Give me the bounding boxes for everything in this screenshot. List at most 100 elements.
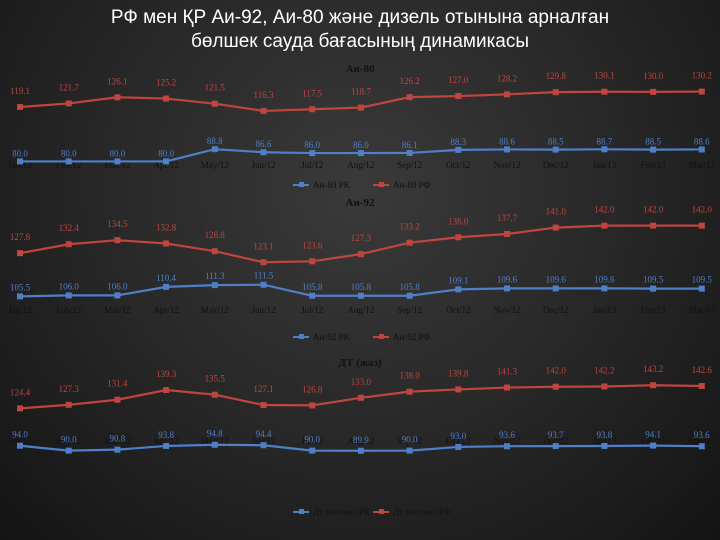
data-label: 86.0 [353, 140, 369, 150]
data-point [114, 292, 121, 299]
data-label: 133.0 [351, 377, 372, 387]
data-label: 94.8 [207, 429, 223, 439]
legend-marker [379, 334, 384, 339]
data-point [357, 251, 364, 258]
data-point [698, 443, 705, 450]
data-point [552, 146, 559, 153]
x-tick-label: Apr/12 [153, 436, 179, 446]
x-tick-label: Apr/12 [153, 305, 179, 315]
x-tick-label: Jul/12 [301, 305, 323, 315]
data-label: 142.0 [643, 205, 664, 215]
data-point [504, 146, 510, 153]
data-point [601, 146, 608, 153]
data-point [357, 104, 364, 111]
data-point [406, 149, 413, 156]
data-label: 88.6 [694, 136, 710, 146]
chart-panel-1: Аи-80 Jan/12 Feb/12 Mar/12 Apr/12 May/12 Jun/1… [8, 63, 715, 190]
x-tick-label: May/12 [201, 436, 229, 446]
data-label: 142.0 [546, 366, 567, 376]
data-label: 111.5 [254, 271, 274, 281]
data-label: 88.5 [548, 137, 564, 147]
data-label: 125.2 [156, 78, 176, 88]
x-tick-label: Nov/12 [494, 436, 521, 446]
data-point [504, 230, 510, 237]
data-label: 130.0 [643, 71, 664, 81]
data-point [601, 285, 608, 292]
data-point [260, 149, 267, 156]
x-tick-label: Sep/12 [397, 436, 422, 446]
data-label: 88.3 [450, 137, 466, 147]
x-tick-label: Dec/12 [543, 160, 569, 170]
data-point [455, 93, 462, 100]
data-label: 80.0 [110, 148, 126, 158]
x-tick-label: Feb/13 [641, 436, 667, 446]
data-point [698, 88, 705, 95]
data-point [260, 259, 267, 266]
data-label: 86.1 [402, 140, 418, 150]
x-tick-label: Mar/12 [104, 160, 131, 170]
x-tick-label: Mar/13 [689, 436, 716, 446]
x-tick-label: Feb/13 [641, 160, 667, 170]
x-tick-label: Jun/12 [251, 436, 275, 446]
data-label: 141.3 [497, 367, 518, 377]
data-point [650, 88, 657, 95]
data-point [406, 447, 413, 454]
data-point [211, 441, 218, 448]
data-point [650, 382, 657, 389]
x-tick-label: Oct/12 [446, 305, 471, 315]
data-label: 141.0 [546, 207, 567, 217]
data-point [504, 443, 510, 450]
data-point [65, 447, 72, 454]
data-label: 93.8 [597, 430, 613, 440]
data-point [114, 94, 121, 101]
data-label: 106.0 [59, 281, 80, 291]
data-label: 80.0 [158, 148, 174, 158]
data-point [260, 107, 267, 114]
chart-panel-2: Аи-92 Jan/12 Feb/12 Mar/12 Apr/12 May/12 Jun/1… [8, 197, 715, 342]
data-point [114, 396, 121, 403]
data-label: 105.5 [10, 282, 31, 292]
legend-label: Аи-92 РФ [393, 332, 431, 342]
data-label: 142.0 [594, 205, 615, 215]
data-point [650, 146, 657, 153]
data-label: 109.6 [594, 274, 615, 284]
data-point [211, 282, 218, 289]
data-label: 134.5 [107, 219, 128, 229]
data-label: 118.7 [351, 87, 371, 97]
data-point [309, 150, 316, 157]
legend-label: Аи-80 РФ [393, 180, 431, 190]
x-tick-label: Jun/12 [251, 305, 275, 315]
data-point [552, 285, 559, 292]
data-point [65, 158, 72, 165]
data-point [552, 224, 559, 231]
data-point [406, 94, 413, 101]
legend-marker [299, 334, 304, 339]
data-label: 126.2 [399, 76, 419, 86]
data-point [17, 405, 23, 412]
legend-label: Аи-92 РК [313, 332, 351, 342]
x-tick-label: Nov/12 [494, 305, 521, 315]
data-label: 109.1 [448, 275, 468, 285]
x-tick-label: Apr/12 [153, 160, 179, 170]
data-point [260, 281, 267, 288]
data-point [163, 95, 170, 102]
data-point [211, 146, 218, 153]
data-label: 142.6 [692, 365, 713, 375]
page-title: РФ мен ҚР Аи-92, Аи-80 және дизель отыны… [60, 6, 660, 54]
x-tick-label: Dec/12 [543, 436, 569, 446]
data-label: 127.3 [59, 384, 80, 394]
data-label: 88.5 [645, 137, 661, 147]
data-label: 136.0 [448, 216, 469, 226]
data-point [211, 100, 218, 107]
data-label: 89.9 [353, 435, 369, 445]
data-label: 94.1 [645, 430, 661, 440]
data-label: 121.5 [205, 83, 226, 93]
data-point [65, 100, 72, 107]
data-label: 93.8 [158, 430, 174, 440]
data-label: 86.6 [256, 139, 272, 149]
data-point [114, 446, 121, 453]
data-point [357, 394, 364, 401]
data-point [309, 258, 316, 265]
x-tick-label: Jul/12 [301, 160, 323, 170]
data-label: 109.5 [692, 275, 713, 285]
